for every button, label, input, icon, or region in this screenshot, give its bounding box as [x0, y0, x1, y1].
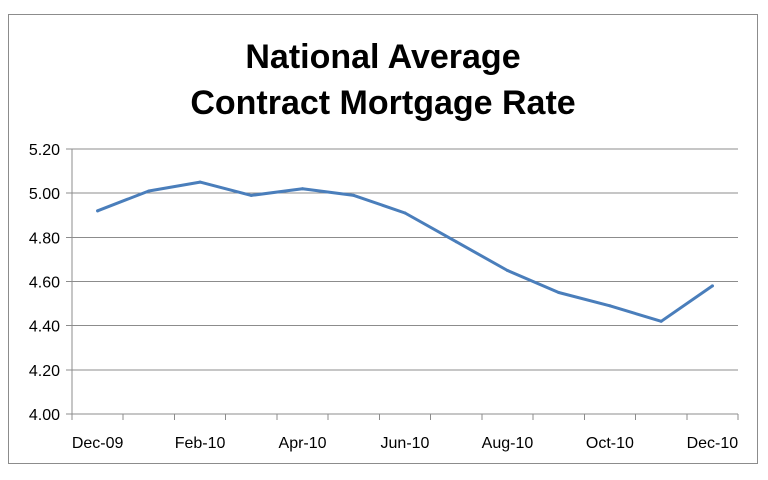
y-tick-label: 4.20 [29, 363, 60, 380]
x-tick-label: Oct-10 [586, 435, 634, 452]
data-point-dec-10 [710, 284, 714, 288]
y-tick-label: 4.80 [29, 230, 60, 247]
chart-title-line-2: Contract Mortgage Rate [190, 84, 576, 122]
series-line-0 [96, 180, 714, 323]
y-tick-label: 5.20 [29, 142, 60, 159]
data-point-jun-10 [403, 211, 407, 215]
x-tick-label: Jun-10 [381, 435, 430, 452]
chart-frame [8, 14, 758, 464]
data-point-aug-10 [505, 268, 509, 272]
data-point-apr-10 [301, 187, 305, 191]
x-tick-label: Feb-10 [175, 435, 226, 452]
x-tick-label: Dec-10 [687, 435, 739, 452]
data-point-sep-10 [557, 291, 561, 295]
chart-title: National Average Contract Mortgage Rate [8, 34, 758, 126]
x-tick-label: Dec-09 [72, 435, 124, 452]
data-point-jul-10 [454, 240, 458, 244]
x-tick-label: Apr-10 [279, 435, 327, 452]
y-tick-label: 4.40 [29, 319, 60, 336]
data-point-mar-10 [249, 193, 253, 197]
y-tick-label: 4.00 [29, 407, 60, 424]
x-tick-label: Aug-10 [482, 435, 534, 452]
data-point-may-10 [352, 193, 356, 197]
y-tick-label: 5.00 [29, 186, 60, 203]
y-tick-label: 4.60 [29, 275, 60, 292]
chart-title-line-1: National Average [245, 38, 521, 76]
data-point-feb-10 [198, 180, 202, 184]
data-point-oct-10 [608, 304, 612, 308]
data-point-nov-10 [659, 319, 663, 323]
data-point-jan-10 [147, 189, 151, 193]
data-point-dec-09 [96, 209, 100, 213]
